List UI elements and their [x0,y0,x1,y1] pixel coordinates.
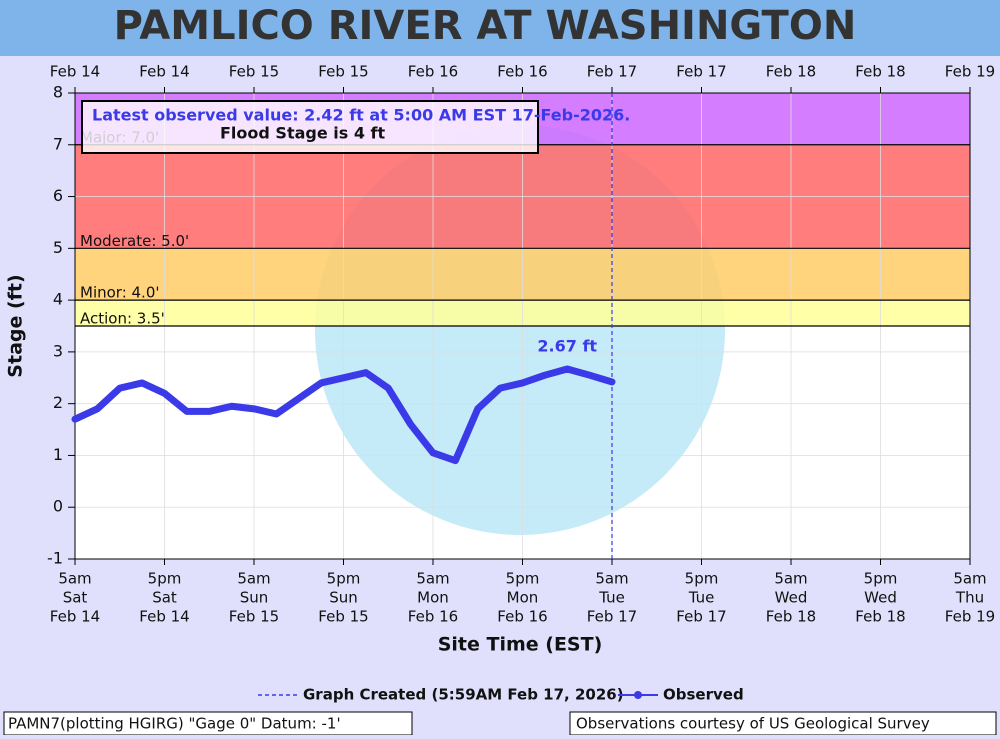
annotation: Latest observed value: 2.42 ft at 5:00 A… [92,106,630,125]
y-tick-label: 5 [53,238,63,257]
x-tick-label: 5am [237,570,270,588]
x-tick-label: 5pm [148,570,182,588]
x-tick-label: Sat [63,589,88,607]
y-tick-label: 6 [53,186,63,205]
series-line [71,365,616,465]
x-tick-label: 5pm [506,570,540,588]
chart-title: PAMLICO RIVER AT WASHINGTON [114,3,857,49]
x-tick-label: 5am [58,570,91,588]
y-tick-label: 8 [53,83,63,102]
footer-left: PAMN7(plotting HGIRG) "Gage 0" Datum: -1… [8,715,341,733]
x-tick-top-label: Feb 16 [408,63,458,81]
x-tick-label: 5am [416,570,449,588]
x-tick-label: Sun [329,589,358,607]
x-tick-top-label: Feb 14 [50,63,100,81]
x-tick-top-label: Feb 18 [855,63,905,81]
x-tick-top-label: Feb 18 [766,63,816,81]
legend-label: Observed [663,686,744,704]
flood-label: Action: 3.5' [80,310,165,328]
x-tick-label: Sun [240,589,269,607]
x-tick-label: Feb 15 [318,608,368,626]
x-tick-label: Feb 14 [139,608,189,626]
x-tick-label: Wed [775,589,808,607]
x-tick-label: Feb 16 [497,608,547,626]
legend-marker [634,691,642,699]
y-tick-label: 4 [53,290,63,309]
y-tick-label: 1 [53,445,63,464]
x-tick-top-label: Feb 19 [945,63,995,81]
y-tick-label: 3 [53,341,63,360]
x-tick-label: Mon [507,589,539,607]
x-tick-label: Feb 14 [50,608,100,626]
annotation-box [81,100,539,154]
y-tick-label: 7 [53,134,63,153]
x-tick-label: 5am [953,570,986,588]
x-tick-label: Tue [688,589,715,607]
x-tick-top-label: Feb 17 [587,63,637,81]
x-tick-label: Feb 17 [587,608,637,626]
x-tick-label: Feb 19 [945,608,995,626]
y-tick-label: 0 [53,497,63,516]
x-tick-top-label: Feb 15 [318,63,368,81]
x-tick-label: 5pm [864,570,898,588]
x-tick-label: Feb 16 [408,608,458,626]
x-tick-top-label: Feb 17 [676,63,726,81]
x-tick-label: Feb 15 [229,608,279,626]
x-tick-label: 5am [774,570,807,588]
x-tick-top-label: Feb 15 [229,63,279,81]
y-tick-label: -1 [47,549,63,568]
x-tick-label: 5pm [327,570,361,588]
flood-label: Minor: 4.0' [80,284,160,302]
x-tick-label: Feb 17 [676,608,726,626]
legend-created-label: Graph Created (5:59AM Feb 17, 2026) [303,686,624,704]
footer-right: Observations courtesy of US Geological S… [576,715,930,733]
x-tick-label: Mon [417,589,449,607]
x-tick-label: 5am [595,570,628,588]
x-axis-label: Site Time (EST) [438,634,603,656]
title-bar [0,0,1000,56]
peak-label: 2.67 ft [537,336,597,355]
x-tick-label: Thu [955,589,984,607]
annotation-note: Flood Stage is 4 ft [220,124,386,143]
x-tick-label: Feb 18 [766,608,816,626]
x-tick-label: 5pm [685,570,719,588]
plot-border [74,92,971,560]
y-tick-label: 2 [53,393,63,412]
flood-label: Moderate: 5.0' [80,232,189,250]
x-tick-label: Tue [598,589,625,607]
x-tick-top-label: Feb 14 [139,63,189,81]
x-tick-label: Sat [152,589,177,607]
x-tick-top-label: Feb 16 [497,63,547,81]
y-axis-label: Stage (ft) [5,274,27,377]
x-tick-label: Wed [864,589,897,607]
x-tick-label: Feb 18 [855,608,905,626]
